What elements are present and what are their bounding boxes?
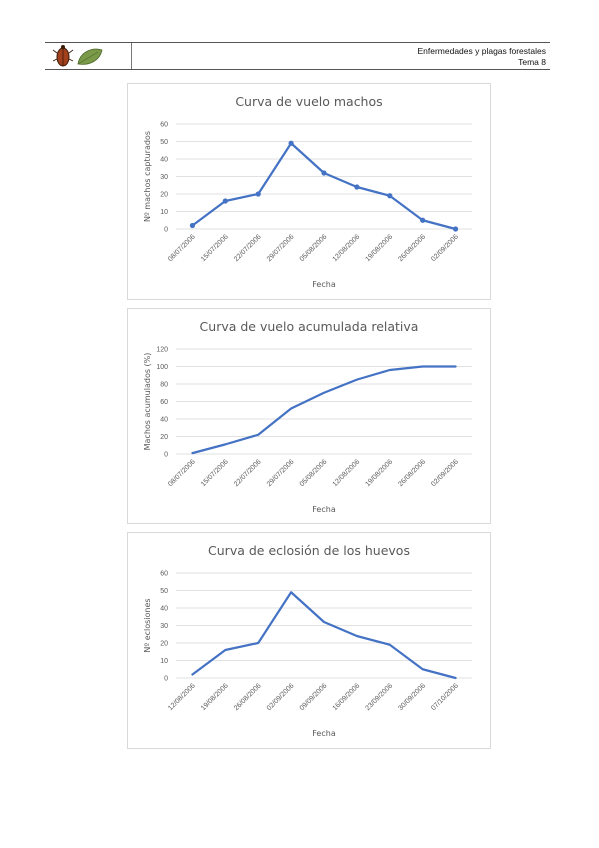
x-tick-label: 12/08/2006 bbox=[167, 682, 197, 712]
x-tick-label: 26/08/2006 bbox=[233, 682, 263, 712]
y-tick-label: 40 bbox=[160, 157, 168, 164]
x-tick-label: 16/09/2006 bbox=[332, 682, 362, 712]
y-tick-label: 30 bbox=[160, 174, 168, 181]
series-line bbox=[191, 591, 457, 680]
x-tick-label: 05/08/2006 bbox=[299, 458, 329, 488]
data-point bbox=[255, 191, 261, 197]
page-header: Enfermedades y plagas forestales Tema 8 bbox=[45, 42, 550, 70]
y-tick-label: 60 bbox=[160, 571, 168, 578]
header-course-title: Enfermedades y plagas forestales bbox=[417, 46, 546, 56]
chart-title: Curva de vuelo machos bbox=[235, 94, 382, 109]
x-tick-label: 23/09/2006 bbox=[364, 682, 394, 712]
y-tick-label: 0 bbox=[164, 227, 168, 234]
leaf-icon bbox=[77, 48, 103, 65]
y-axis-label: Nº eclosiones bbox=[143, 598, 152, 652]
header-divider bbox=[131, 43, 132, 69]
series-line bbox=[191, 365, 457, 455]
y-tick-label: 60 bbox=[160, 399, 168, 406]
x-tick-label: 07/10/2006 bbox=[430, 682, 460, 712]
data-point bbox=[288, 140, 294, 146]
chart-svg: Curva de vuelo machos 0 10 20 30 40 50 60 Nº mac… bbox=[143, 94, 472, 289]
x-tick-label: 26/08/2006 bbox=[397, 458, 427, 488]
y-tick-label: 100 bbox=[156, 364, 168, 371]
x-axis-label: Fecha bbox=[312, 280, 336, 289]
x-tick-label: 15/07/2006 bbox=[200, 233, 230, 263]
x-axis-label: Fecha bbox=[312, 505, 336, 514]
y-tick-label: 20 bbox=[160, 434, 168, 441]
y-tick-label: 50 bbox=[160, 588, 168, 595]
chart-curva-eclosion: Curva de eclosión de los huevos 0 10 20 30 40… bbox=[127, 532, 491, 749]
chart-curva-vuelo-machos: Curva de vuelo machos 0 10 20 30 40 50 60 Nº mac… bbox=[127, 83, 491, 300]
data-point bbox=[189, 222, 196, 229]
header-text: Enfermedades y plagas forestales Tema 8 bbox=[417, 46, 546, 67]
y-tick-label: 50 bbox=[160, 139, 168, 146]
y-tick-label: 120 bbox=[156, 347, 168, 354]
header-topic: Tema 8 bbox=[518, 56, 546, 67]
x-tick-label: 05/08/2006 bbox=[299, 233, 329, 263]
x-tick-label: 09/09/2006 bbox=[299, 682, 329, 712]
chart-svg: Curva de vuelo acumulada relativa 0 20 40 60… bbox=[143, 319, 472, 514]
chart-curva-vuelo-acumulada: Curva de vuelo acumulada relativa 0 20 40 60… bbox=[127, 308, 491, 524]
data-point bbox=[354, 184, 360, 190]
y-tick-label: 60 bbox=[160, 122, 168, 129]
x-tick-label: 02/09/2006 bbox=[430, 233, 460, 263]
x-tick-label: 08/07/2006 bbox=[167, 458, 197, 488]
x-tick-label: 19/08/2006 bbox=[364, 458, 394, 488]
x-tick-label: 19/08/2006 bbox=[364, 233, 394, 263]
y-tick-label: 10 bbox=[160, 209, 168, 216]
data-point bbox=[452, 226, 459, 232]
chart-svg: Curva de eclosión de los huevos 0 10 20 30 40… bbox=[143, 543, 472, 738]
y-tick-label: 0 bbox=[164, 452, 168, 459]
y-tick-label: 20 bbox=[160, 641, 168, 648]
y-axis-label: Nº machos capturados bbox=[143, 131, 152, 222]
data-point bbox=[321, 170, 327, 176]
x-tick-label: 15/07/2006 bbox=[200, 458, 230, 488]
x-tick-label: 29/07/2006 bbox=[266, 458, 296, 488]
x-tick-label: 08/07/2006 bbox=[167, 233, 197, 263]
x-tick-label: 19/08/2006 bbox=[200, 682, 230, 712]
y-axis-label: Machos acumulados (%) bbox=[143, 353, 152, 451]
chart-title: Curva de eclosión de los huevos bbox=[208, 543, 410, 558]
x-tick-label: 12/08/2006 bbox=[332, 458, 362, 488]
y-tick-label: 40 bbox=[160, 606, 168, 613]
x-tick-label: 29/07/2006 bbox=[266, 233, 296, 263]
x-axis-label: Fecha bbox=[312, 729, 336, 738]
x-tick-label: 22/07/2006 bbox=[233, 233, 263, 263]
chart-title: Curva de vuelo acumulada relativa bbox=[200, 319, 419, 334]
data-point bbox=[420, 217, 426, 223]
series-line bbox=[191, 142, 457, 231]
y-tick-label: 40 bbox=[160, 417, 168, 424]
y-tick-label: 30 bbox=[160, 623, 168, 630]
y-tick-label: 20 bbox=[160, 192, 168, 199]
x-tick-label: 22/07/2006 bbox=[233, 458, 263, 488]
header-logos bbox=[52, 45, 103, 67]
y-tick-label: 80 bbox=[160, 382, 168, 389]
x-tick-label: 26/08/2006 bbox=[397, 233, 427, 263]
x-tick-label: 02/09/2006 bbox=[430, 458, 460, 488]
x-tick-label: 30/09/2006 bbox=[397, 682, 427, 712]
x-tick-label: 12/08/2006 bbox=[332, 233, 362, 263]
data-point bbox=[222, 198, 228, 204]
y-tick-label: 0 bbox=[164, 676, 168, 683]
beetle-icon bbox=[52, 45, 74, 67]
x-tick-label: 02/09/2006 bbox=[266, 682, 296, 712]
data-point bbox=[387, 193, 393, 199]
y-tick-label: 10 bbox=[160, 658, 168, 665]
